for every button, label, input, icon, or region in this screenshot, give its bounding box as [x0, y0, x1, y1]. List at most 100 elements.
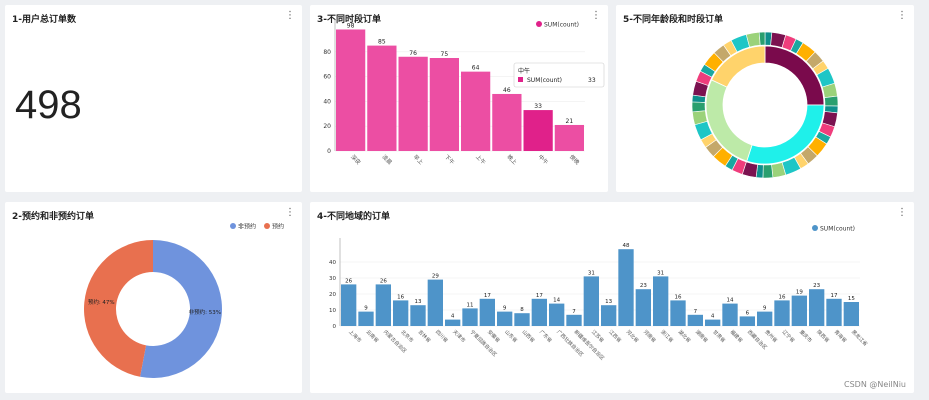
panel-time-orders: 3-不同时段订单 ⋮ 0 20 40 60 80 98 深夜 85 凌晨 76 早上 75 下午 64 上午… — [310, 5, 608, 192]
legend-label: SUM(count) — [544, 22, 579, 29]
bar — [497, 311, 513, 326]
outer-ring-segment — [824, 95, 839, 107]
y-tick-label: 80 — [323, 49, 331, 56]
x-tick-label: 福建省 — [729, 328, 745, 344]
y-tick-label: 0 — [333, 324, 337, 330]
data-label: 48 — [623, 243, 630, 249]
bar — [492, 93, 522, 151]
data-label: 64 — [472, 65, 480, 72]
x-tick-label: 傍晚 — [568, 153, 582, 167]
x-tick-label: 新疆维吾尔自治区 — [573, 328, 606, 361]
outer-ring-segment — [691, 101, 706, 113]
bar — [445, 319, 461, 326]
x-tick-label: 湖南省 — [694, 328, 710, 344]
data-label: 16 — [779, 294, 786, 300]
data-label: 33 — [534, 103, 542, 110]
legend-label: SUM(count) — [820, 226, 855, 233]
more-menu-icon[interactable]: ⋮ — [285, 10, 295, 21]
bar — [653, 276, 669, 326]
data-label: 14 — [727, 298, 734, 304]
bar — [398, 56, 428, 152]
x-tick-label: 深夜 — [349, 153, 363, 167]
x-tick-label: 广东省 — [538, 328, 554, 344]
data-label: 29 — [432, 274, 439, 280]
bar — [429, 58, 459, 151]
data-label: 7 — [694, 309, 698, 315]
time-bar-chart: 0 20 40 60 80 98 深夜 85 凌晨 76 早上 75 下午 64 上午 46 晚上 33 中午 21 傍… — [323, 19, 605, 167]
data-label: 15 — [848, 296, 855, 302]
outer-ring-segment — [758, 31, 766, 46]
bar — [375, 284, 391, 326]
y-tick-label: 10 — [329, 308, 336, 314]
donut-slice — [83, 240, 153, 377]
data-label: 9 — [503, 306, 507, 312]
x-tick-label: 天津市 — [451, 328, 467, 344]
data-label: 75 — [441, 51, 449, 58]
x-tick-label: 上海市 — [347, 328, 363, 344]
x-tick-label: 吉林省 — [417, 328, 433, 344]
data-label: 98 — [347, 22, 355, 29]
outer-ring-segment — [762, 164, 774, 179]
x-tick-label: 辽宁省 — [781, 328, 797, 344]
x-tick-label: 江苏省 — [590, 328, 606, 344]
data-label: 4 — [451, 314, 455, 320]
x-tick-label: 下午 — [443, 153, 457, 167]
panel-title: 4-不同地域的订单 — [317, 212, 390, 222]
x-tick-label: 云南省 — [365, 328, 381, 344]
bar — [410, 305, 426, 326]
bar — [687, 314, 703, 326]
x-tick-label: 山东省 — [503, 328, 519, 344]
legend-marker — [230, 223, 236, 229]
y-tick-label: 20 — [329, 292, 336, 298]
watermark: CSDN @NeilNiu — [844, 380, 906, 389]
bar — [722, 303, 738, 326]
data-label: 7 — [572, 309, 576, 315]
x-tick-label: 陕西省 — [815, 328, 831, 344]
panel-title: 1-用户总订单数 — [12, 15, 76, 25]
bar — [635, 289, 651, 326]
bar — [393, 300, 409, 326]
panel-title: 2-预约和非预约订单 — [12, 212, 94, 222]
panel-title: 5-不同年龄段和时段订单 — [623, 15, 723, 25]
data-label: 13 — [415, 299, 422, 305]
more-menu-icon[interactable]: ⋮ — [897, 10, 907, 21]
data-label: 26 — [380, 278, 387, 284]
bar — [523, 110, 553, 151]
data-label: 16 — [397, 294, 404, 300]
y-tick-label: 40 — [323, 98, 331, 105]
x-tick-label: 中午 — [537, 153, 551, 167]
bar — [336, 29, 366, 152]
more-menu-icon[interactable]: ⋮ — [591, 10, 601, 21]
slice-label: 非预约: 53% — [189, 308, 221, 316]
legend-label: 非预约 — [238, 223, 256, 231]
y-tick-label: 40 — [329, 260, 336, 266]
tooltip: 中午 SUM(count) 33 — [513, 62, 605, 88]
data-label: 76 — [409, 50, 417, 57]
x-tick-label: 山西省 — [521, 328, 537, 344]
bar — [670, 300, 686, 326]
legend-marker — [812, 225, 818, 231]
more-menu-icon[interactable]: ⋮ — [285, 207, 295, 218]
bar — [461, 71, 491, 151]
tooltip-box — [513, 62, 605, 88]
more-menu-icon[interactable]: ⋮ — [897, 207, 907, 218]
bar — [809, 289, 825, 326]
tooltip-value: 33 — [588, 77, 596, 84]
x-tick-label: 河北省 — [625, 328, 641, 344]
bar — [427, 279, 443, 326]
data-label: 17 — [831, 293, 838, 299]
bar — [826, 298, 842, 326]
legend-marker — [264, 223, 270, 229]
x-tick-label: 上午 — [474, 153, 488, 167]
legend-label: 预约 — [272, 223, 284, 231]
data-label: 46 — [503, 87, 511, 94]
x-tick-label: 江西省 — [607, 328, 623, 344]
bar — [705, 319, 721, 326]
bar — [514, 313, 530, 326]
x-tick-label: 安徽省 — [486, 328, 502, 344]
data-label: 23 — [640, 283, 647, 289]
y-tick-label: 0 — [327, 148, 331, 155]
y-tick-label: 20 — [323, 123, 331, 130]
bar — [341, 284, 357, 326]
data-label: 8 — [520, 307, 524, 313]
